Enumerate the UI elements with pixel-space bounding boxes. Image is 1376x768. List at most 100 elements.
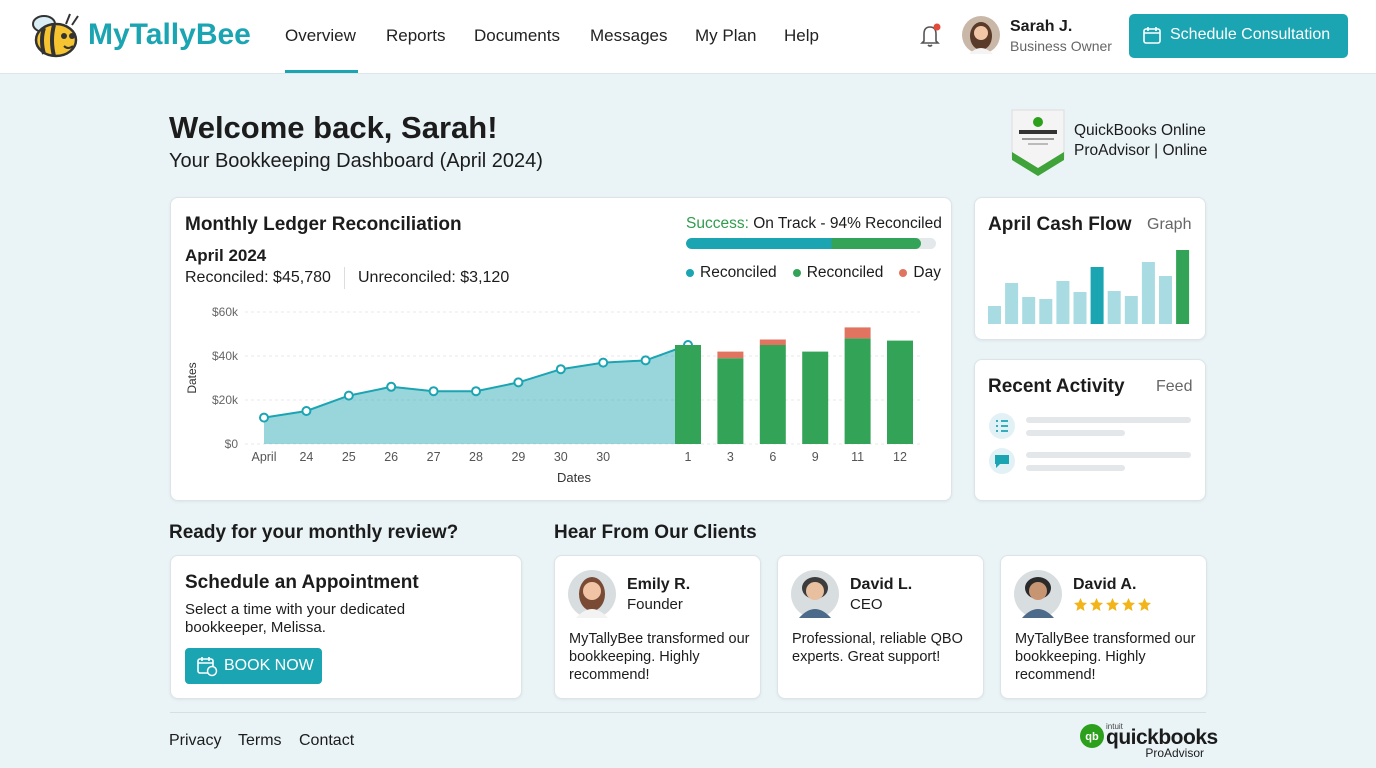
point: [259, 412, 269, 423]
avatar-face: [583, 582, 601, 600]
point: [513, 377, 524, 388]
y-tick-label: $0: [225, 437, 239, 451]
bar: [844, 338, 871, 444]
legend-label: Reconciled: [700, 264, 777, 281]
y-tick-label: $20k: [212, 393, 239, 407]
x-tick-label: 24: [299, 450, 313, 464]
status: Success: On Track - 94% Reconciled: [686, 215, 942, 233]
x-tick-label: 28: [469, 450, 483, 464]
star: [1138, 598, 1151, 611]
svg-text:qb: qb: [1085, 731, 1099, 743]
point: [301, 406, 312, 416]
point: [471, 386, 481, 397]
star: [1074, 598, 1087, 611]
badge-line: ProAdvisor | Online: [1074, 142, 1208, 159]
client-name: David L.: [850, 576, 913, 593]
legend-label: Reconciled: [806, 264, 884, 281]
brand[interactable]: MyTallyBee: [88, 18, 251, 51]
footer-link[interactable]: Terms: [238, 732, 282, 749]
client-role: Founder: [627, 596, 683, 613]
page-title: Welcome back, Sarah!: [169, 110, 498, 145]
footer-link[interactable]: Contact: [299, 732, 355, 749]
y-tick-label: $60k: [212, 305, 239, 319]
nav-link[interactable]: Help: [784, 26, 819, 45]
cash-bar: [1141, 262, 1155, 324]
nav-link[interactable]: Overview: [285, 26, 356, 45]
book-button[interactable]: [185, 648, 322, 684]
legend-swatch: [792, 269, 801, 277]
x-axis-title: Dates: [557, 470, 591, 485]
x-tick-label: 6: [769, 450, 776, 464]
user-avatar[interactable]: [962, 16, 1000, 54]
client-role: CEO: [850, 596, 883, 613]
client-quote: MyTallyBee transformed our bookkeeping. …: [1015, 631, 1196, 683]
point: [386, 381, 397, 392]
x-tick-label: April: [251, 450, 276, 464]
bell[interactable]: [918, 22, 944, 48]
cash-bar: [1005, 283, 1019, 324]
bar: [844, 327, 871, 339]
ledger-title: Monthly Ledger Reconciliation: [185, 214, 462, 235]
activity-link[interactable]: Feed: [1156, 378, 1193, 395]
bar: [675, 345, 701, 444]
x-tick-label: 3: [727, 450, 734, 464]
client-avatar: [1014, 570, 1062, 618]
status-text: On Track - 94% Reconciled: [753, 215, 942, 232]
star: [1122, 598, 1135, 611]
status-label: Success:: [686, 215, 749, 232]
bar: [802, 351, 829, 444]
activity-list: [989, 413, 1191, 474]
avatar-face: [806, 582, 824, 600]
x-tick-label: 26: [384, 450, 398, 464]
x-tick-label: 30: [596, 450, 610, 464]
rating: [1074, 598, 1151, 611]
avatar-body: [799, 609, 831, 618]
appointment-text: Select a time with your dedicated bookke…: [185, 601, 406, 636]
star: [1106, 598, 1119, 611]
book-icon: [197, 657, 218, 677]
cash-bar: [1090, 267, 1104, 324]
cta-button[interactable]: [1129, 14, 1348, 58]
bar: [759, 345, 786, 444]
cash-bar: [988, 306, 1001, 324]
footer-rule: [170, 712, 1206, 713]
cashflow-link[interactable]: Graph: [1147, 216, 1192, 233]
x-tick-label: 27: [427, 450, 441, 464]
x-tick-label: 29: [511, 450, 525, 464]
client-quote: Professional, reliable QBO experts. Grea…: [792, 631, 963, 665]
legend-item: Day: [899, 264, 941, 282]
client-name: Emily R.: [627, 576, 691, 593]
nav-link[interactable]: Documents: [474, 26, 560, 45]
legend-label: Day: [913, 264, 941, 281]
legend-swatch: [899, 269, 908, 277]
legend-swatch: [686, 269, 694, 277]
qb-sub: ProAdvisor: [1145, 746, 1204, 760]
cash-bar: [1124, 296, 1138, 324]
badge-line: QuickBooks Online: [1074, 122, 1206, 139]
avatar-body: [576, 609, 608, 618]
avatar-face: [1029, 582, 1047, 600]
calendar-icon: [1143, 27, 1161, 44]
cash-bar: [1159, 276, 1172, 324]
y-tick-label: $40k: [212, 349, 239, 363]
nav-link[interactable]: Reports: [386, 26, 446, 45]
cash-bar: [1176, 250, 1190, 324]
divider: [344, 267, 345, 289]
qb-brand: intuit: [1106, 722, 1123, 731]
progress-track: [686, 238, 936, 249]
x-tick-label: 9: [812, 450, 819, 464]
client-quote: MyTallyBee transformed our bookkeeping. …: [569, 631, 750, 683]
bee-logo: [32, 13, 79, 58]
ledger-chart: $0 $20k $40k $60k April 24 25 26 27 28 29 30 30 1 3 6 9 1…: [185, 305, 920, 485]
nav-link[interactable]: My Plan: [695, 26, 757, 45]
x-tick-label: 12: [893, 450, 907, 464]
cash-bar: [1073, 292, 1087, 324]
bar: [717, 351, 744, 359]
user-name: Sarah J.: [1010, 18, 1073, 35]
client-avatar: [568, 570, 616, 618]
qb-logo: quickbooks: [1106, 726, 1218, 749]
nav-link[interactable]: Messages: [590, 26, 668, 45]
footer-link[interactable]: Privacy: [169, 732, 222, 749]
x-tick-label: 11: [851, 450, 864, 464]
